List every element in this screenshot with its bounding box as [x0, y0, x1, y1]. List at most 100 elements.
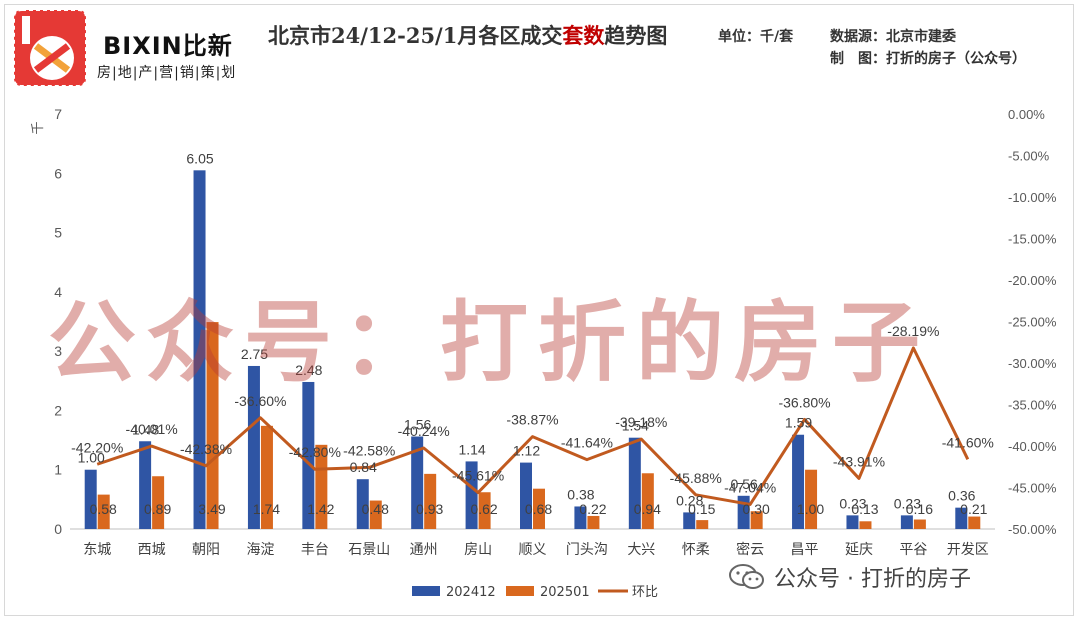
- legend-swatch: [412, 586, 440, 596]
- x-tick-label: 昌平: [791, 542, 819, 558]
- chart-frame: [4, 4, 1074, 616]
- y2-tick-label: -20.00%: [1008, 273, 1057, 288]
- bar-data-label: 0.28: [676, 492, 703, 508]
- bar-202412: [247, 365, 260, 529]
- bar-202501: [478, 492, 491, 529]
- bar-data-label: 0.62: [470, 501, 497, 517]
- bar-data-label: 6.05: [186, 150, 213, 166]
- line-data-label: -28.19%: [887, 323, 939, 339]
- bar-data-label: 1.54: [622, 418, 649, 434]
- bar-202412: [302, 381, 315, 529]
- bar-data-label: 0.89: [144, 501, 171, 517]
- bar-data-label: 0.48: [362, 501, 389, 517]
- brand-subtitle: 房|地|产|营|销|策|划: [97, 65, 237, 81]
- bar-202412: [955, 507, 968, 529]
- y2-tick-label: -30.00%: [1008, 356, 1057, 371]
- y-tick-label: 6: [54, 165, 62, 181]
- line-data-label: -45.61%: [452, 468, 504, 484]
- bar-202412: [139, 441, 152, 529]
- bar-202501: [968, 516, 981, 529]
- y-tick-label: 4: [54, 284, 62, 300]
- y-tick-label: 7: [54, 106, 62, 122]
- legend-label: 202501: [540, 585, 590, 600]
- bar-202412: [465, 461, 478, 529]
- y-tick-label: 0: [54, 521, 62, 537]
- y2-tick-label: -25.00%: [1008, 315, 1057, 330]
- bar-202501: [859, 521, 872, 529]
- bar-data-label: 1.48: [132, 421, 159, 437]
- bar-data-label: 0.56: [731, 476, 758, 492]
- bixin-logo: [13, 9, 87, 87]
- bar-202501: [913, 519, 926, 529]
- y-tick-label: 1: [54, 462, 62, 478]
- bar-202501: [696, 520, 709, 529]
- bar-data-label: 3.49: [198, 501, 225, 517]
- bar-data-label: 1.42: [307, 501, 334, 517]
- bar-202501: [424, 473, 437, 529]
- bar-202501: [206, 322, 219, 529]
- x-tick-label: 开发区: [947, 542, 989, 558]
- bar-202412: [792, 434, 805, 529]
- bar-202501: [152, 476, 165, 529]
- y-tick-label: 2: [54, 402, 62, 418]
- x-tick-label: 东城: [83, 542, 111, 558]
- line-data-label: -39.18%: [615, 414, 667, 430]
- bar-data-label: 0.68: [525, 501, 552, 517]
- bar-202501: [641, 473, 654, 529]
- title-prefix: 北京市24/12-25/1月各区成交: [268, 23, 563, 48]
- x-tick-label: 房山: [464, 542, 492, 558]
- source-label: 数据源：北京市建委: [830, 29, 956, 45]
- bar-202501: [315, 444, 328, 529]
- wechat-watermark: 公众号 · 打折的房子: [728, 561, 971, 593]
- line-data-label: -41.64%: [561, 435, 613, 451]
- x-tick-label: 顺义: [519, 542, 547, 558]
- title-highlight: 套数: [562, 23, 605, 48]
- x-tick-label: 平谷: [899, 542, 927, 558]
- bar-202501: [369, 500, 382, 529]
- bar-202412: [900, 515, 913, 529]
- x-tick-label: 密云: [736, 541, 764, 558]
- y2-tick-label: -15.00%: [1008, 232, 1057, 247]
- y-tick-label: 3: [54, 343, 62, 359]
- maker-label: 制 图：打折的房子（公众号）: [830, 51, 1026, 67]
- bar-202412: [84, 469, 97, 529]
- line-data-label: -36.80%: [778, 394, 830, 410]
- bar-data-label: 2.75: [241, 346, 268, 362]
- bar-data-label: 0.13: [851, 501, 878, 517]
- y2-tick-label: -35.00%: [1008, 398, 1057, 413]
- line-data-label: -42.58%: [343, 442, 395, 458]
- line-series-环比: [96, 346, 970, 506]
- y-axis-title: 千: [31, 121, 46, 134]
- bar-data-label: 1.59: [785, 415, 812, 431]
- bar-202501: [750, 511, 763, 529]
- title-suffix: 趋势图: [604, 23, 668, 48]
- bar-data-label: 0.84: [350, 459, 377, 475]
- line-data-label: -45.88%: [670, 470, 722, 486]
- bar-202412: [356, 479, 369, 529]
- bar-202412: [520, 462, 532, 529]
- bar-202412: [628, 437, 641, 529]
- x-tick-label: 石景山: [348, 542, 390, 558]
- bar-data-label: 0.23: [839, 495, 866, 511]
- y-tick-label: 5: [54, 225, 62, 241]
- y2-tick-label: -45.00%: [1008, 481, 1057, 496]
- bar-data-label: 0.58: [90, 501, 117, 517]
- source-block: 数据源：北京市建委 制 图：打折的房子（公众号）: [830, 26, 1026, 70]
- x-tick-label: 丰台: [301, 542, 329, 558]
- brand-name: BIXIN比新: [103, 32, 233, 60]
- bar-202501: [805, 469, 818, 529]
- bar-data-label: 0.93: [416, 501, 443, 517]
- y2-tick-label: -40.00%: [1008, 439, 1057, 454]
- x-tick-label: 门头沟: [566, 542, 608, 558]
- line-data-label: -42.38%: [180, 441, 232, 457]
- bar-202412: [193, 170, 206, 530]
- x-tick-label: 通州: [410, 542, 438, 558]
- x-tick-label: 西城: [138, 542, 166, 558]
- bar-data-label: 1.14: [458, 441, 485, 457]
- bar-202412: [574, 506, 587, 529]
- line-data-label: -40.24%: [398, 423, 450, 439]
- wechat-label: 公众号 · 打折的房子: [774, 567, 971, 592]
- line-data-label: -47.04%: [724, 479, 776, 495]
- legend-label: 环比: [632, 585, 658, 600]
